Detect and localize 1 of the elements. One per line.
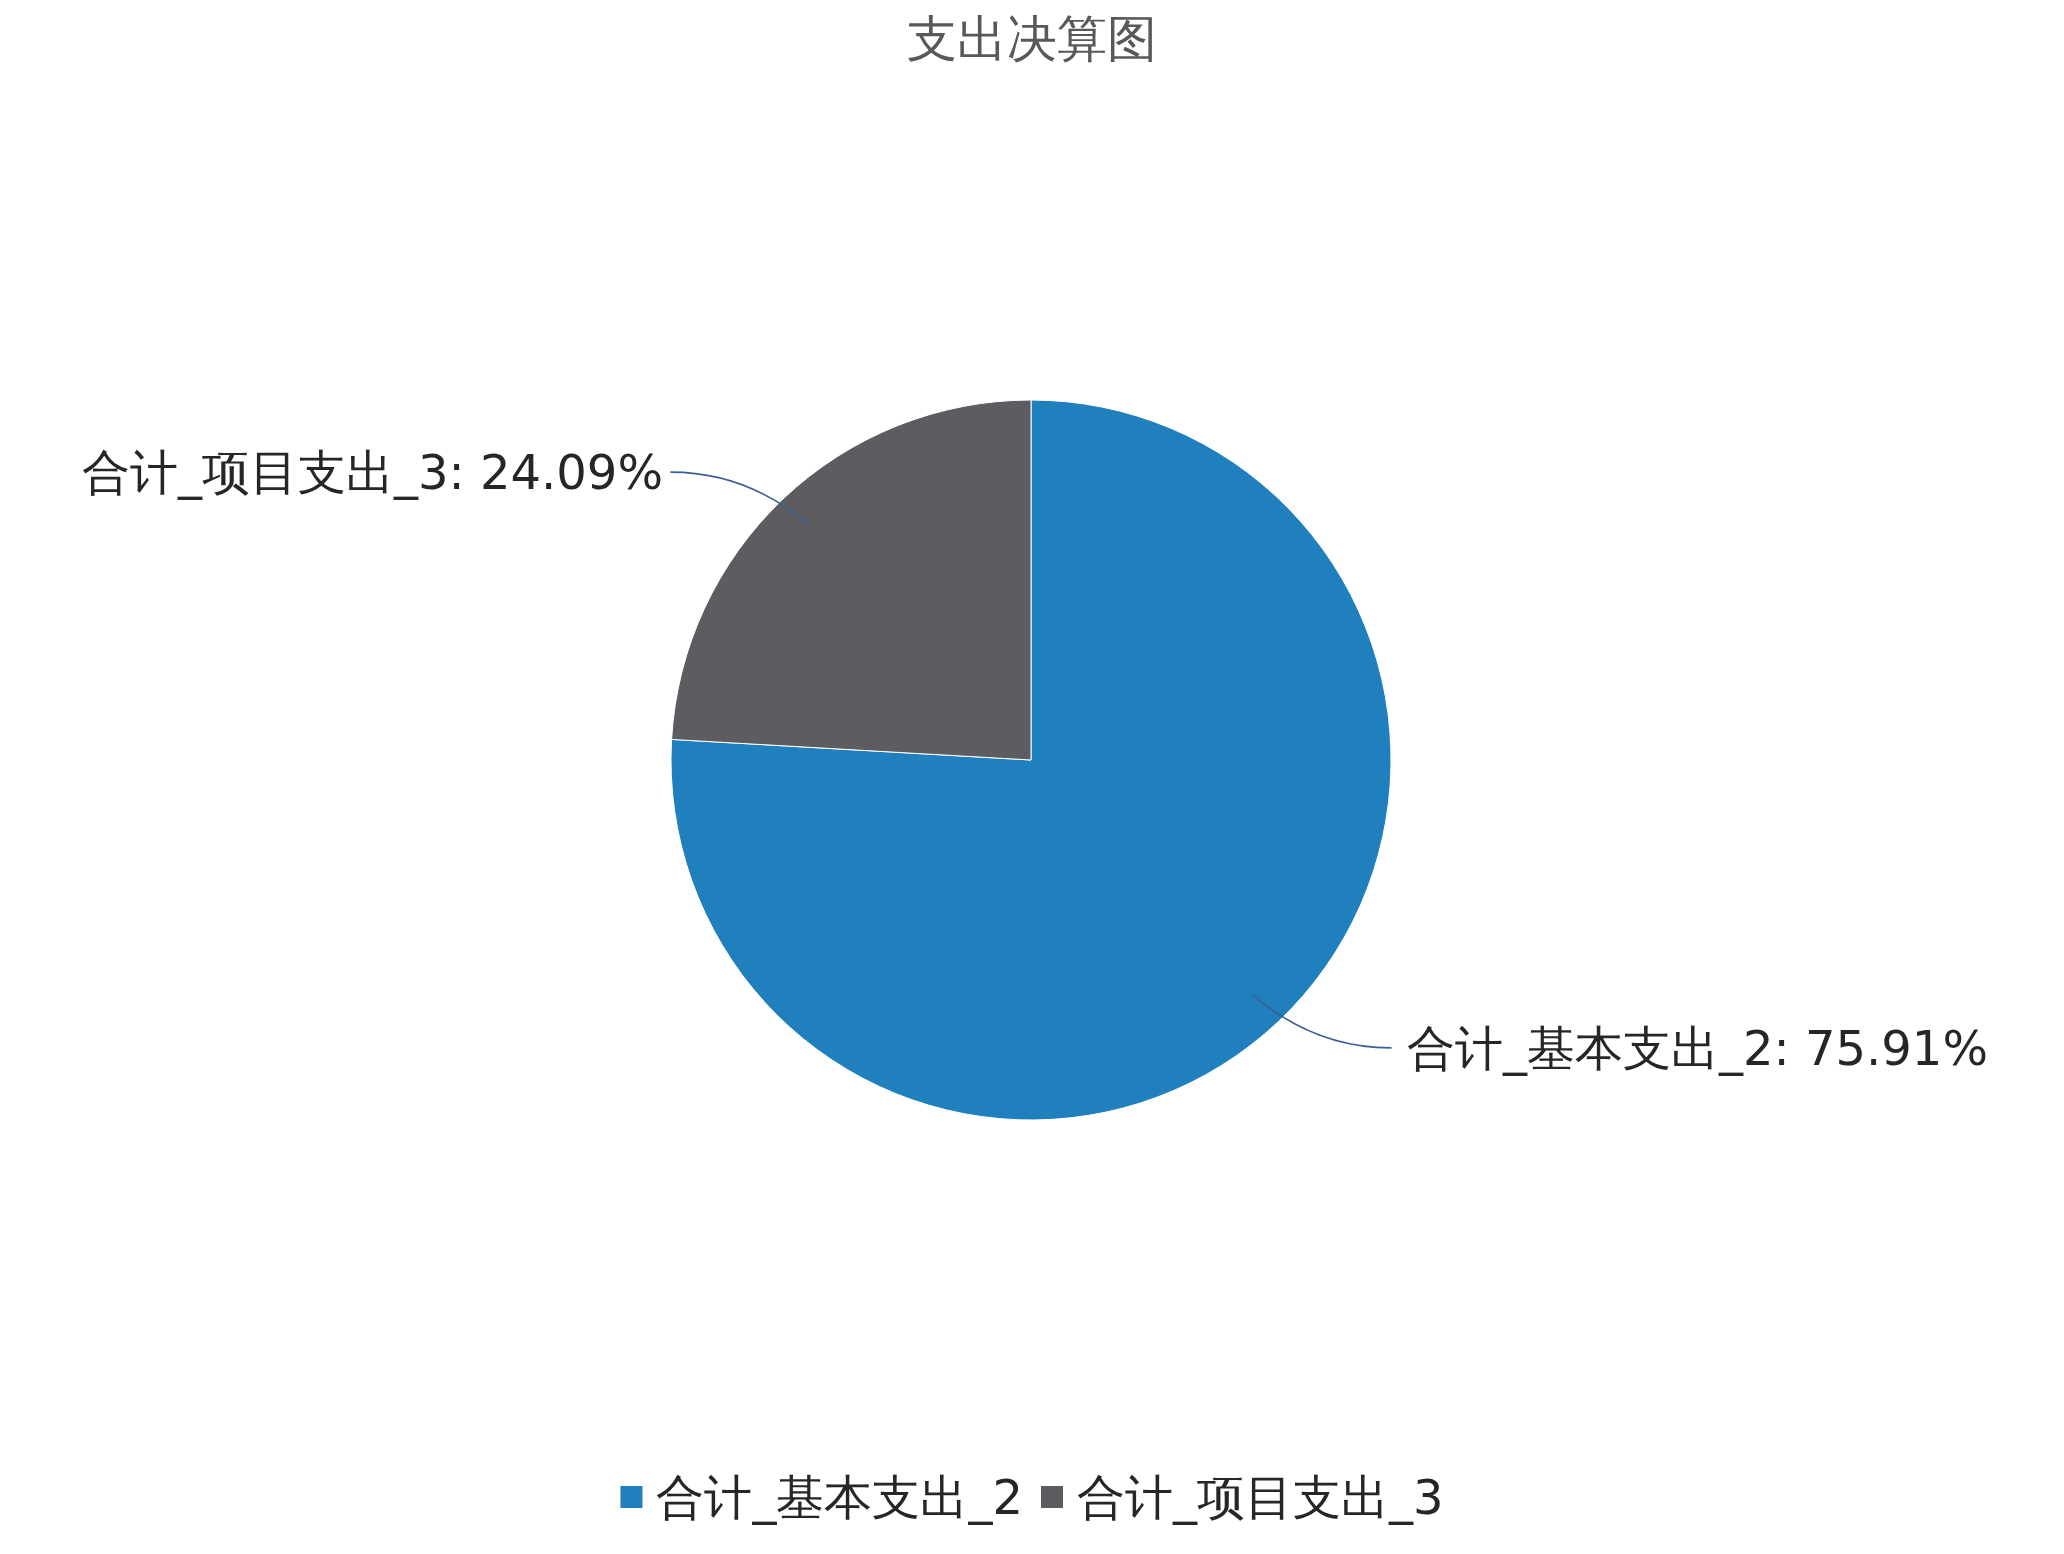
title: 支出决算图 bbox=[907, 10, 1157, 68]
